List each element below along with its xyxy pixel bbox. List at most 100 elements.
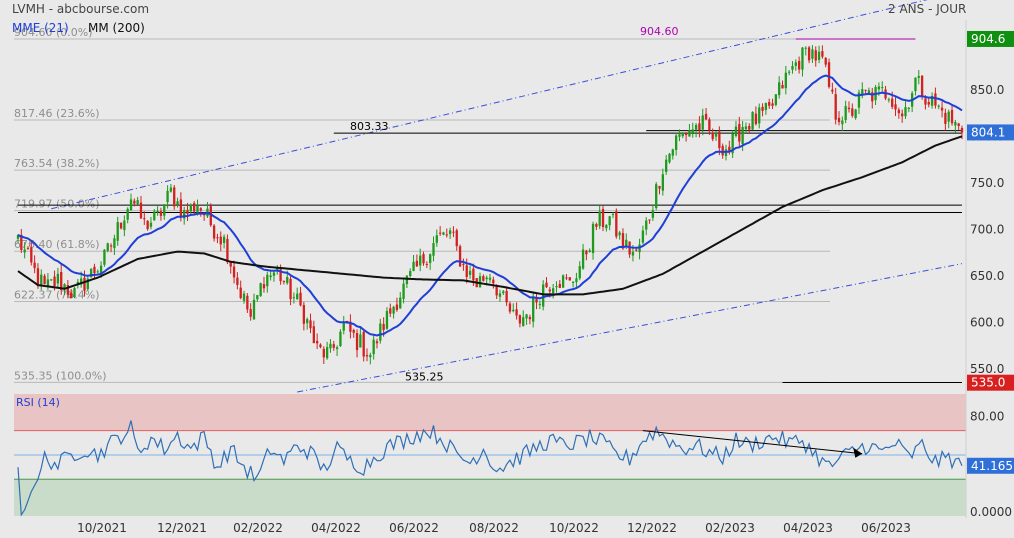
candle-body-156 bbox=[535, 298, 538, 303]
candle-body-176 bbox=[601, 208, 605, 228]
candle-body-89 bbox=[312, 326, 315, 344]
rsi-tick-label-0: 80.00 bbox=[970, 410, 1004, 424]
candle-body-4 bbox=[30, 247, 33, 263]
candle-body-257 bbox=[871, 92, 874, 102]
low-annotation: 535.25 bbox=[405, 370, 444, 383]
fibonacci-levels: 904.60 (0.0%) 817.46 (23.6%) 763.54 (38.2%… bbox=[14, 26, 830, 383]
candle-body-250 bbox=[847, 107, 851, 110]
candle-body-5 bbox=[33, 262, 36, 269]
rsi-last-label: 41.165 bbox=[971, 459, 1013, 473]
low-price-label: 535.0 bbox=[971, 376, 1005, 390]
candle-body-29 bbox=[113, 238, 116, 249]
candle-body-224 bbox=[761, 106, 764, 111]
candle-body-6 bbox=[36, 268, 40, 285]
candle-body-189 bbox=[645, 220, 648, 230]
candle-body-183 bbox=[625, 239, 628, 248]
candle-body-119 bbox=[412, 261, 415, 271]
candle-body-50 bbox=[183, 210, 186, 219]
candle-body-179 bbox=[611, 214, 615, 216]
candle-body-202 bbox=[688, 130, 691, 137]
high-price-label: 904.6 bbox=[971, 32, 1005, 46]
candle-body-68 bbox=[242, 293, 246, 301]
candle-body-1 bbox=[20, 234, 23, 250]
candle-body-54 bbox=[196, 205, 199, 214]
candle-body-214 bbox=[728, 146, 731, 152]
candle-body-266 bbox=[901, 113, 904, 117]
candle-body-172 bbox=[588, 250, 591, 253]
candle-body-147 bbox=[505, 290, 508, 303]
candle-body-40 bbox=[149, 222, 153, 227]
candle-body-76 bbox=[269, 275, 272, 278]
low-price-box bbox=[967, 374, 1014, 391]
candle-body-19 bbox=[79, 278, 83, 285]
candle-body-274 bbox=[927, 102, 930, 105]
candle-body-94 bbox=[329, 343, 332, 349]
candle-body-46 bbox=[169, 187, 173, 192]
candle-body-120 bbox=[415, 260, 419, 267]
candle-body-278 bbox=[940, 107, 944, 111]
candle-body-26 bbox=[103, 249, 106, 265]
candle-body-242 bbox=[821, 51, 824, 57]
candle-body-80 bbox=[282, 280, 286, 283]
candle-body-58 bbox=[209, 206, 212, 226]
candle-body-199 bbox=[678, 134, 681, 137]
support-annotation: 803.33 bbox=[350, 120, 389, 133]
candle-body-277 bbox=[937, 105, 940, 107]
y-tick-label-6: 550.0 bbox=[970, 362, 1004, 376]
candle-body-96 bbox=[335, 347, 339, 350]
candle-body-115 bbox=[399, 297, 402, 309]
candle-body-130 bbox=[448, 230, 452, 235]
candle-body-39 bbox=[146, 220, 149, 230]
price-boxes: 904.6 804.1 535.0 41.165 bbox=[967, 30, 1014, 474]
candle-body-221 bbox=[751, 112, 754, 130]
candle-body-237 bbox=[804, 47, 807, 49]
x-tick-label-2: 02/2022 bbox=[233, 521, 283, 535]
candle-body-146 bbox=[502, 291, 505, 294]
candle-body-117 bbox=[405, 275, 409, 285]
candle-body-109 bbox=[379, 323, 382, 341]
period-label: 2 ANS - JOUR bbox=[888, 2, 967, 16]
candle-body-186 bbox=[635, 249, 638, 251]
candle-body-200 bbox=[681, 132, 684, 137]
candle-body-181 bbox=[618, 232, 621, 236]
candle-body-225 bbox=[764, 102, 768, 111]
candle-body-260 bbox=[881, 87, 884, 89]
candle-body-71 bbox=[252, 299, 256, 320]
candle-body-14 bbox=[63, 284, 66, 290]
candle-body-182 bbox=[621, 233, 625, 249]
candle-body-102 bbox=[355, 333, 359, 351]
candle-body-100 bbox=[349, 321, 352, 332]
candle-body-7 bbox=[40, 274, 43, 285]
candle-body-82 bbox=[289, 278, 292, 300]
candle-body-255 bbox=[864, 89, 867, 91]
candle-body-91 bbox=[319, 344, 322, 348]
candle-body-110 bbox=[382, 323, 385, 331]
candle-body-169 bbox=[578, 266, 581, 279]
candle-body-191 bbox=[651, 210, 655, 218]
candle-body-47 bbox=[173, 187, 176, 207]
candle-body-36 bbox=[136, 200, 139, 205]
candle-body-133 bbox=[458, 246, 462, 267]
rsi-oversold-zone bbox=[14, 478, 966, 516]
candle-body-23 bbox=[93, 266, 96, 274]
candle-body-13 bbox=[60, 271, 63, 291]
candle-body-216 bbox=[734, 126, 738, 137]
candle-body-256 bbox=[867, 90, 871, 94]
candle-body-49 bbox=[179, 199, 183, 218]
candle-body-226 bbox=[768, 102, 771, 106]
candle-body-65 bbox=[232, 266, 236, 278]
candle-body-259 bbox=[877, 86, 881, 90]
candle-body-30 bbox=[116, 222, 119, 241]
candle-body-198 bbox=[674, 135, 678, 150]
candle-body-144 bbox=[495, 285, 498, 296]
candle-body-51 bbox=[186, 209, 189, 214]
candle-body-194 bbox=[661, 174, 665, 191]
candle-body-104 bbox=[362, 331, 365, 357]
candle-body-209 bbox=[711, 132, 714, 140]
candle-body-236 bbox=[801, 47, 804, 70]
candle-body-35 bbox=[133, 200, 136, 204]
candle-body-212 bbox=[721, 145, 724, 156]
candle-body-211 bbox=[718, 131, 721, 149]
high-price-box bbox=[967, 30, 1014, 47]
